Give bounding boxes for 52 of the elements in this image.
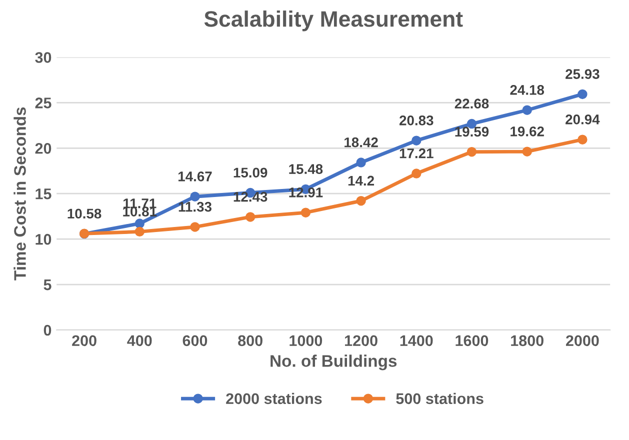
data-label: 18.42 bbox=[344, 137, 378, 148]
point bbox=[522, 146, 532, 156]
data-label: 14.2 bbox=[348, 176, 374, 186]
x-tick-label: 800 bbox=[238, 335, 262, 346]
point bbox=[245, 212, 256, 222]
point bbox=[466, 147, 477, 157]
y-tick-label: 0 bbox=[44, 324, 52, 336]
data-label: 15.48 bbox=[289, 164, 323, 174]
y-tick-label: 25 bbox=[35, 98, 52, 108]
x-tick-label: 400 bbox=[127, 335, 152, 346]
point bbox=[522, 105, 532, 115]
x-tick-label: 1600 bbox=[456, 335, 488, 346]
x-tick-label: 1400 bbox=[400, 335, 433, 346]
data-label: 14.67 bbox=[178, 172, 212, 182]
data-label: 17.21 bbox=[400, 148, 434, 158]
legend-label: 500 stations bbox=[396, 392, 484, 404]
chart-title: Scalability Measurement bbox=[204, 10, 463, 32]
point bbox=[578, 134, 588, 144]
x-tick-label: 1800 bbox=[511, 335, 544, 346]
data-label: 15.09 bbox=[234, 168, 268, 178]
data-label: 11.33 bbox=[178, 202, 212, 212]
y-axis-title: Time Cost in Seconds bbox=[14, 107, 26, 280]
point bbox=[356, 196, 366, 206]
x-tick-label: 600 bbox=[182, 335, 208, 346]
point bbox=[578, 89, 588, 100]
data-label: 10.58 bbox=[68, 208, 102, 219]
legend-label: 2000 stations bbox=[226, 392, 322, 404]
point bbox=[300, 208, 311, 218]
point bbox=[190, 222, 200, 232]
point bbox=[134, 226, 144, 237]
data-label: 24.18 bbox=[510, 85, 544, 95]
point bbox=[190, 192, 200, 202]
y-tick-label: 20 bbox=[35, 143, 52, 154]
y-tick-label: 5 bbox=[44, 280, 52, 290]
y-tick-label: 10 bbox=[36, 234, 52, 245]
data-label: 19.59 bbox=[455, 126, 489, 137]
x-tick-label: 1000 bbox=[290, 335, 322, 346]
point bbox=[134, 218, 144, 228]
x-axis-title: No. of Buildings bbox=[270, 354, 397, 370]
data-label: 22.68 bbox=[454, 98, 489, 109]
point bbox=[412, 136, 422, 146]
x-tick-label: 1200 bbox=[345, 335, 378, 346]
data-label: 25.93 bbox=[566, 69, 600, 79]
y-tick-label: 30 bbox=[35, 52, 52, 63]
data-label: 19.62 bbox=[510, 126, 544, 136]
x-tick-label: 2000 bbox=[566, 335, 599, 346]
y-tick-label: 15 bbox=[36, 188, 52, 200]
point bbox=[356, 158, 366, 168]
x-tick-label: 200 bbox=[72, 335, 96, 346]
point bbox=[412, 168, 422, 178]
data-label: 20.94 bbox=[566, 114, 600, 124]
data-label: 20.83 bbox=[400, 116, 434, 126]
